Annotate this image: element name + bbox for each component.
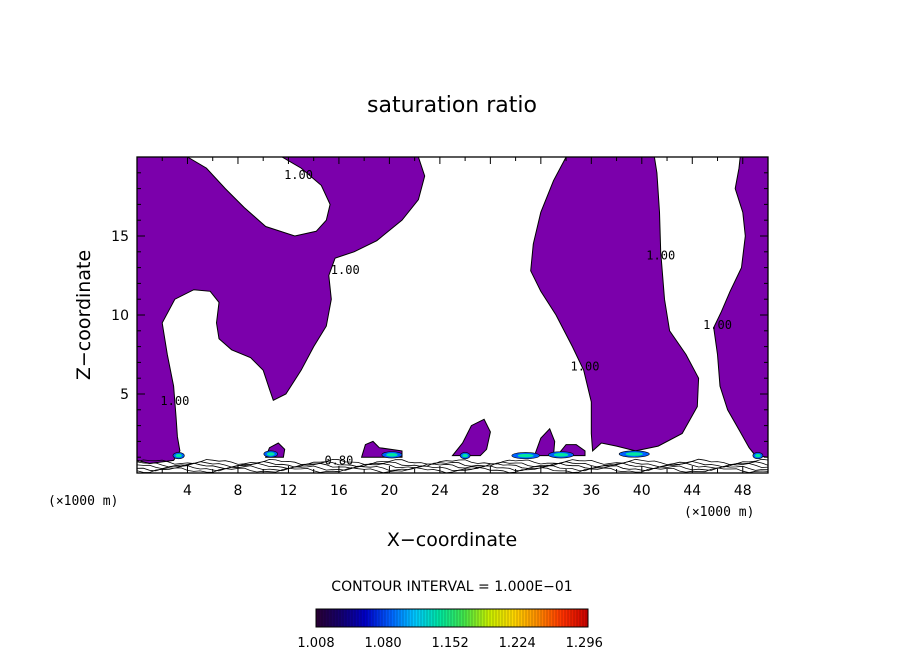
high-saturation-core bbox=[625, 452, 643, 456]
near-surface-contours bbox=[137, 450, 768, 473]
x-unit-left: (×1000 m) bbox=[48, 494, 118, 509]
x-tick-label: 12 bbox=[280, 483, 298, 499]
x-tick-label: 8 bbox=[233, 483, 242, 499]
y-tick-label: 15 bbox=[111, 229, 129, 245]
x-tick-label: 16 bbox=[330, 483, 348, 499]
x-tick-label: 24 bbox=[431, 483, 449, 499]
contour-region-region-west bbox=[137, 157, 426, 465]
colorbar-tick-label: 1.152 bbox=[432, 636, 469, 651]
y-axis-ticks: 5 10 15 bbox=[111, 172, 768, 458]
high-saturation-core bbox=[755, 453, 761, 458]
contour-label: 1.00 bbox=[703, 318, 732, 332]
x-tick-label: 4 bbox=[183, 483, 192, 499]
y-tick-label: 10 bbox=[111, 308, 129, 324]
high-saturation-core bbox=[175, 453, 182, 458]
contour-label: 1.00 bbox=[160, 394, 189, 408]
supersaturated-regions bbox=[137, 157, 768, 465]
high-saturation-core bbox=[462, 453, 469, 458]
x-tick-label: 44 bbox=[683, 483, 701, 499]
contour-interval-note: CONTOUR INTERVAL = 1.000E−01 bbox=[331, 579, 572, 595]
surface-contour-line bbox=[137, 466, 768, 473]
x-tick-label: 32 bbox=[532, 483, 550, 499]
x-tick-label: 20 bbox=[380, 483, 398, 499]
x-tick-label: 36 bbox=[582, 483, 600, 499]
colorbar-labels: 1.008 1.080 1.152 1.224 1.296 bbox=[297, 636, 602, 651]
surface-contour-line bbox=[137, 458, 768, 466]
colorbar-tick-label: 1.080 bbox=[364, 636, 401, 651]
y-tick-label: 5 bbox=[120, 387, 129, 403]
contour-label: 0.80 bbox=[324, 453, 353, 467]
surface-contour-line bbox=[137, 465, 768, 472]
colorbar-tick-label: 1.296 bbox=[566, 636, 603, 651]
high-saturation-core bbox=[386, 453, 398, 457]
contour-region-blob-26 bbox=[451, 418, 491, 457]
surface-contour-line bbox=[137, 461, 768, 468]
x-unit-right: (×1000 m) bbox=[684, 505, 754, 520]
contour-label: 1.00 bbox=[284, 168, 313, 182]
x-tick-label: 40 bbox=[633, 483, 651, 499]
contour-label: 1.00 bbox=[646, 249, 675, 263]
contour-label: 1.00 bbox=[331, 263, 360, 277]
x-tick-label: 28 bbox=[481, 483, 499, 499]
colorbar-tick-label: 1.008 bbox=[297, 636, 334, 651]
contour-label: 1.00 bbox=[571, 359, 600, 373]
high-saturation-core bbox=[517, 453, 534, 458]
contour-region-region-center-east bbox=[530, 157, 700, 452]
colorbar bbox=[315, 608, 589, 628]
chart-title: saturation ratio bbox=[367, 93, 537, 118]
y-axis-label: Z−coordinate bbox=[73, 250, 95, 380]
contour-labels: 1.00 1.00 1.00 1.00 1.00 1.00 0.80 bbox=[160, 168, 732, 467]
high-saturation-core bbox=[266, 452, 275, 456]
x-axis-label: X−coordinate bbox=[387, 529, 517, 551]
colorbar-tick-label: 1.224 bbox=[499, 636, 536, 651]
plot-area: 1.001.001.001.001.001.000.80 4 8 12 16 20 24 2… bbox=[111, 156, 769, 499]
surface-contour-line bbox=[137, 462, 768, 470]
high-saturation-core bbox=[553, 453, 569, 457]
x-tick-label: 48 bbox=[734, 483, 752, 499]
x-axis-ticks: 4 8 12 16 20 24 28 32 36 40 44 48 bbox=[161, 157, 752, 499]
